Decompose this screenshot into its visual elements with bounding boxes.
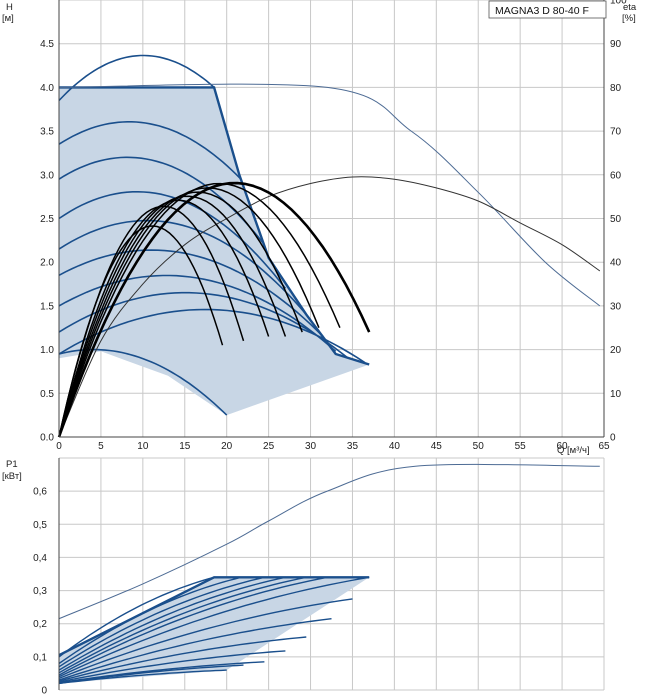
flow-tick-label: 50 <box>473 441 485 452</box>
head-tick-label: 3.0 <box>40 170 54 181</box>
flow-tick-label: 5 <box>98 441 104 452</box>
head-tick-label: 1.5 <box>40 301 54 312</box>
power-curve <box>58 576 328 676</box>
eta-tick-label: 30 <box>610 301 622 312</box>
power-tick-label: 0,3 <box>33 586 47 597</box>
efficiency-curve <box>58 199 270 438</box>
eta-axis-label: eta <box>623 2 637 13</box>
flow-tick-label: 30 <box>305 441 317 452</box>
max-efficiency-line <box>58 176 601 438</box>
efficiency-curve <box>58 225 224 438</box>
eta-tick-label: 20 <box>610 345 622 356</box>
head-axis-unit: [м] <box>2 13 14 24</box>
power-tick-label: 0,2 <box>33 619 47 630</box>
power-curve <box>58 576 215 658</box>
power-curve <box>58 636 307 682</box>
efficiency-curve <box>58 195 287 438</box>
pump-curve <box>58 54 215 102</box>
flow-tick-label: 40 <box>389 441 401 452</box>
chart-axes: 0 5 10 15 20 25 30 35 40 45 50 55 60 65 0.0 0.5 1.0 1.5 2.… <box>33 0 627 697</box>
head-tick-label: 4.5 <box>40 39 54 50</box>
flow-tick-label: 55 <box>515 441 527 452</box>
eta-axis-unit: [%] <box>622 13 636 24</box>
power-tick-label: 0,5 <box>33 520 47 531</box>
power-curve <box>58 661 265 684</box>
eta-tick-label: 10 <box>610 389 622 400</box>
head-tick-label: 0.0 <box>40 433 54 444</box>
eta-tick-label: 100 <box>610 0 627 7</box>
model-label-box <box>488 0 607 19</box>
pump-curve <box>58 191 287 289</box>
efficiency-curve <box>58 191 303 438</box>
head-chart-plot <box>57 54 601 438</box>
power-chart-plot <box>58 463 600 685</box>
head-tick-label: 2.0 <box>40 258 54 269</box>
flow-tick-label: 0 <box>56 441 62 452</box>
flow-tick-label: 45 <box>431 441 443 452</box>
power-curve <box>58 664 244 685</box>
flow-axis-label: Q [м³/ч] <box>557 445 590 456</box>
power-curve <box>58 669 227 685</box>
eta-tick-label: 50 <box>610 214 622 225</box>
power-curve <box>58 618 332 681</box>
head-tick-label: 3.5 <box>40 127 54 138</box>
power-curve <box>58 576 370 678</box>
power-axis-label: P1 <box>6 459 18 470</box>
pump-curve <box>58 121 242 180</box>
head-tick-label: 1.0 <box>40 345 54 356</box>
power-curve <box>58 650 286 683</box>
eta-tick-label: 80 <box>610 83 622 94</box>
max-head-line <box>58 83 601 307</box>
power-curve <box>58 576 286 671</box>
head-tick-label: 4.0 <box>40 83 54 94</box>
flow-tick-label: 20 <box>221 441 233 452</box>
flow-tick-label: 35 <box>347 441 359 452</box>
flow-tick-label: 15 <box>179 441 191 452</box>
pump-curve <box>58 274 337 352</box>
pump-curve <box>58 308 366 364</box>
power-tick-label: 0,1 <box>33 652 47 663</box>
efficiency-curve <box>58 187 320 438</box>
head-tick-label: 2.5 <box>40 214 54 225</box>
eta-tick-label: 0 <box>610 433 616 444</box>
power-curve <box>58 598 353 680</box>
eta-tick-label: 70 <box>610 127 622 138</box>
eta-tick-label: 40 <box>610 258 622 269</box>
power-curve <box>58 576 265 668</box>
flow-tick-label: 60 <box>557 441 569 452</box>
flow-tick-label: 65 <box>598 441 610 452</box>
flow-tick-label: 25 <box>263 441 275 452</box>
max-power-line <box>58 463 600 620</box>
operating-area <box>59 87 370 416</box>
power-axis-unit: [кВт] <box>2 471 22 482</box>
flow-tick-label: 10 <box>137 441 149 452</box>
power-tick-label: 0 <box>41 686 47 697</box>
power-boundary <box>58 576 370 657</box>
efficiency-curve <box>58 182 341 438</box>
power-curve <box>58 576 307 674</box>
eta-tick-label: 60 <box>610 170 622 181</box>
power-tick-label: 0,4 <box>33 553 47 564</box>
pump-curve <box>58 249 324 338</box>
eta-tick-label: 90 <box>610 39 622 50</box>
efficiency-curve <box>57 181 371 438</box>
power-tick-label: 0,6 <box>33 487 47 498</box>
model-label: MAGNA3 D 80-40 F <box>495 5 589 17</box>
head-tick-label: 0.5 <box>40 389 54 400</box>
head-axis-label: H <box>6 2 13 13</box>
pump-curve <box>58 219 307 316</box>
